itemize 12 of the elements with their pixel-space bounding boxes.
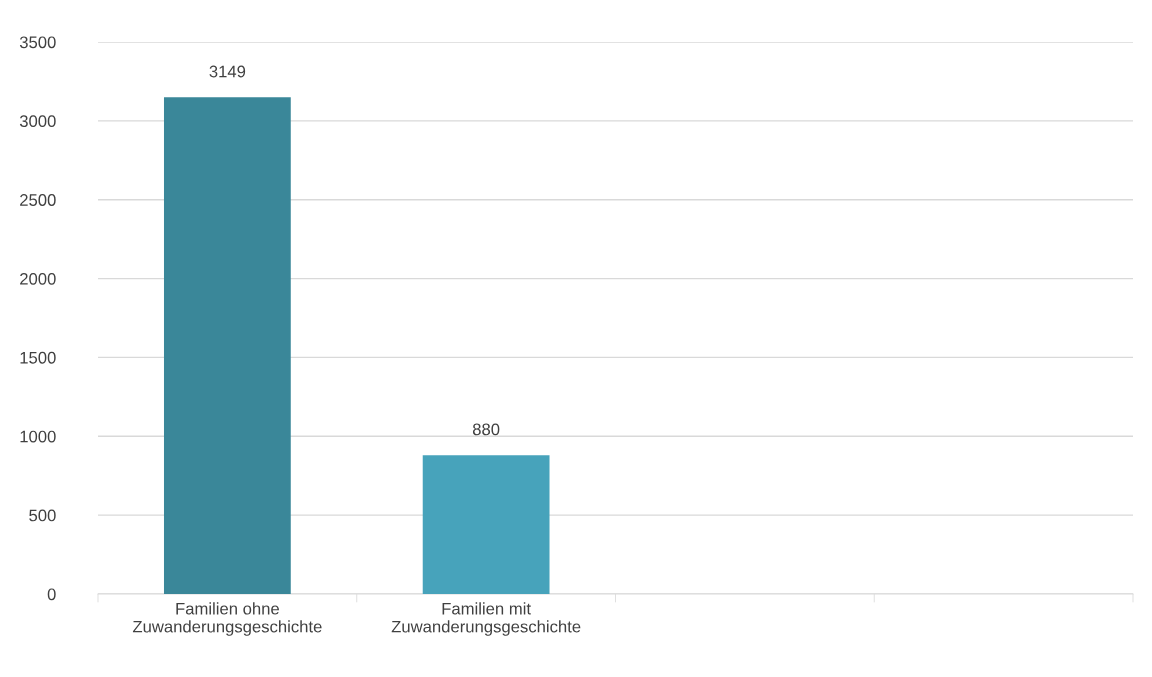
y-tick-label: 1500 [20, 351, 56, 364]
y-tick-label: 0 [47, 588, 56, 601]
x-tick-label: Familien ohne Zuwanderungsgeschichte [132, 602, 322, 636]
y-tick-label: 3500 [19, 36, 56, 49]
y-tick-label: 500 [29, 509, 56, 522]
data-label: 3149 [209, 65, 246, 78]
y-tick-label: 3000 [19, 115, 56, 128]
y-tick-label: 2000 [20, 272, 56, 285]
data-label: 880 [472, 423, 500, 436]
y-tick-label: 1000 [20, 430, 56, 443]
y-tick-label: 2500 [20, 194, 56, 206]
x-tick-label: Familien mit Zuwanderungsgeschichte [391, 602, 581, 636]
